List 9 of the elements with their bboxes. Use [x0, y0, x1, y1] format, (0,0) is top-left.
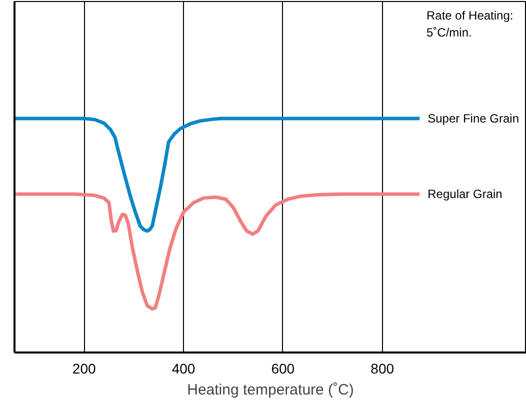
x-axis-title: Heating temperature (˚C)	[187, 382, 354, 398]
x-tick-label: 600	[271, 360, 295, 376]
x-tick-label: 400	[172, 360, 196, 376]
x-tick-label: 800	[370, 360, 394, 376]
series-label: Regular Grain	[428, 187, 502, 202]
x-tick-label: 200	[72, 360, 96, 376]
text: 5˚C/min.	[426, 26, 472, 40]
text: Rate of Heating:	[426, 8, 514, 22]
series-label: Super Fine Grain	[428, 112, 520, 126]
